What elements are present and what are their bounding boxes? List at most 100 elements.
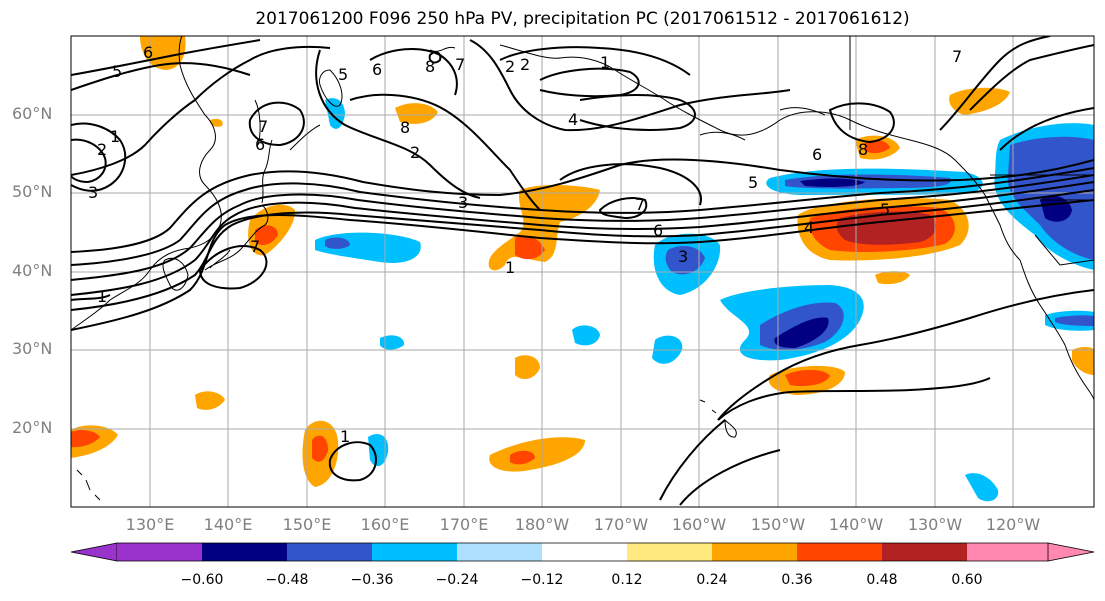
contour-label: 8 (400, 118, 410, 137)
contour-label: 3 (458, 193, 468, 212)
precip-negative-area (325, 237, 350, 249)
contour-labels: 1 2 3 5 6 5 6 8 7 7 2 2 1 4 8 6 2 3 7 6 … (88, 43, 962, 446)
colorbar-segment (967, 543, 1048, 561)
lon-label: 160°W (671, 515, 727, 534)
precip-negative-area (665, 246, 705, 275)
contour-label: 3 (678, 247, 688, 266)
lon-label: 170°E (439, 515, 489, 534)
colorbar-segment (882, 543, 967, 561)
precip-positive-area (312, 435, 328, 462)
precip-positive-area (875, 271, 910, 285)
precip-shading (71, 36, 1094, 502)
contour-label: 6 (812, 145, 822, 164)
colorbar-tick-label: 0.60 (951, 572, 983, 588)
colorbar-tick-label: −0.36 (350, 572, 394, 588)
lon-label: 140°E (203, 515, 253, 534)
precip-negative-area (380, 335, 405, 350)
map-frame (70, 35, 1095, 508)
colorbar-segment (117, 543, 202, 561)
contour-label: 6 (143, 43, 153, 62)
contour-label: 7 (635, 195, 645, 214)
lon-label: 170°W (593, 515, 649, 534)
precip-negative-area (572, 325, 600, 346)
contour-label: 5 (112, 62, 122, 81)
pv-contours (71, 36, 1094, 506)
colorbar-extend-high (1047, 542, 1095, 562)
graticule (71, 36, 1094, 507)
precip-positive-area (71, 429, 100, 448)
lon-label: 140°W (828, 515, 884, 534)
colorbar-tick-label: −0.12 (520, 572, 564, 588)
contour-label: 5 (338, 65, 348, 84)
lon-label: 130°W (907, 515, 963, 534)
lat-label: 40°N (12, 261, 53, 280)
contour-label: 1 (110, 127, 120, 146)
contour-label: 2 (505, 57, 515, 76)
contour-label: 3 (88, 183, 98, 202)
colorbar-tick-label: 0.12 (611, 572, 643, 588)
precip-positive-area (1072, 346, 1094, 375)
precip-negative-area (1055, 315, 1094, 326)
colorbar-tick-label: −0.60 (180, 572, 224, 588)
precip-positive-area (210, 118, 223, 127)
colorbar-tick-label: 0.36 (781, 572, 813, 588)
contour-label: 6 (255, 135, 265, 154)
colorbar-tick-label: 0.24 (696, 572, 728, 588)
contour-label: 5 (748, 173, 758, 192)
contour-label: 7 (455, 55, 465, 74)
map-title: 2017061200 F096 250 hPa PV, precipitatio… (255, 9, 910, 29)
contour-label: 7 (952, 47, 962, 66)
lon-label: 150°E (282, 515, 332, 534)
precip-negative-area (800, 178, 865, 187)
contour-label: 2 (410, 143, 420, 162)
coastlines (71, 36, 1094, 501)
precip-positive-area (515, 235, 545, 260)
contour-label: 8 (858, 140, 868, 159)
colorbar-segment (627, 543, 712, 561)
contour-label: 2 (520, 55, 530, 74)
precip-negative-area (965, 473, 999, 502)
contour-label: 1 (600, 53, 610, 72)
colorbar-segment (457, 543, 542, 561)
colorbar-tick-label: −0.24 (435, 572, 479, 588)
colorbar-segment (712, 543, 797, 561)
precip-negative-area (368, 433, 389, 467)
precip-positive-area (865, 140, 890, 154)
lon-label: 120°W (985, 515, 1041, 534)
contour-label: 8 (425, 57, 435, 76)
precip-positive-area (515, 355, 540, 380)
precip-positive-area (395, 103, 438, 124)
contour-label: 5 (880, 200, 890, 219)
colorbar-tick-label: −0.48 (265, 572, 309, 588)
lat-label: 60°N (12, 104, 53, 123)
colorbar-segment (202, 543, 287, 561)
precip-positive-area (195, 391, 225, 410)
contour-label: 6 (372, 60, 382, 79)
precip-positive-area (489, 437, 585, 472)
contour-label: 6 (653, 221, 663, 240)
lon-label: 180°W (514, 515, 570, 534)
precip-positive-area (140, 36, 186, 70)
lat-label: 20°N (12, 418, 53, 437)
precip-negative-area (774, 317, 829, 348)
contour-label: 1 (505, 258, 515, 277)
contour-label: 1 (97, 287, 107, 306)
lat-label: 30°N (12, 339, 53, 358)
contour-label: 1 (340, 427, 350, 446)
colorbar-tick-label: 0.48 (866, 572, 898, 588)
colorbar-extend-low (70, 542, 118, 562)
contour-label: 2 (97, 140, 107, 159)
lon-label: 150°W (750, 515, 806, 534)
contour-label: 4 (568, 110, 578, 129)
colorbar-segment (372, 543, 457, 561)
colorbar-segment (542, 543, 627, 561)
precip-positive-area (510, 450, 535, 465)
contour-label: 4 (804, 218, 814, 237)
lat-label: 50°N (12, 182, 53, 201)
precip-positive-area (785, 369, 830, 387)
colorbar-segment (797, 543, 882, 561)
contour-label: 7 (250, 237, 260, 256)
precip-positive-area (255, 225, 278, 246)
lon-label: 160°E (360, 515, 410, 534)
